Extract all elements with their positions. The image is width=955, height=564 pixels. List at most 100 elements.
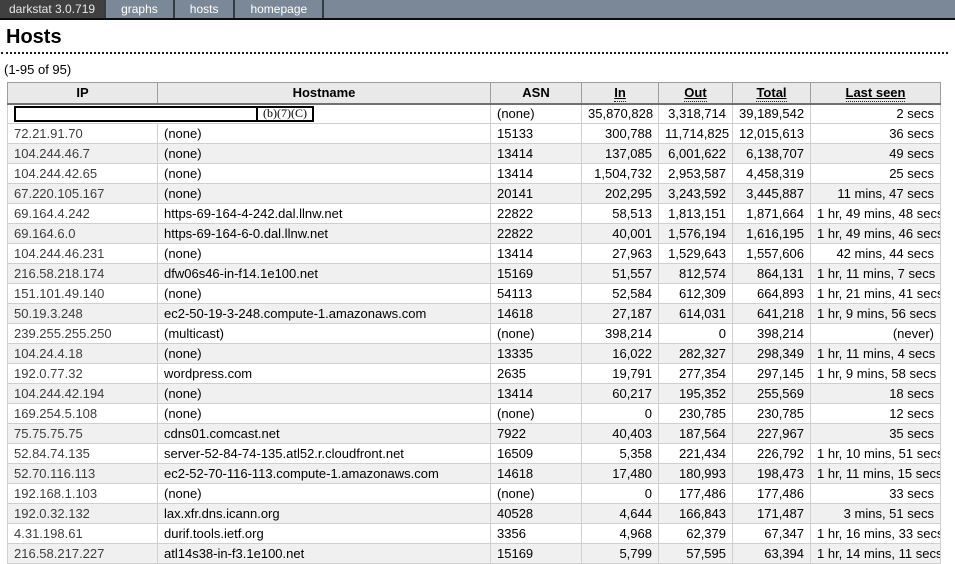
- total-cell: 3,445,887: [732, 183, 811, 204]
- in-cell: 60,217: [581, 383, 659, 404]
- nav-link-hosts[interactable]: hosts: [172, 0, 234, 18]
- asn-cell: (none): [490, 403, 582, 424]
- last-seen-cell: 42 mins, 44 secs: [810, 243, 941, 264]
- asn-cell: 15169: [490, 263, 582, 284]
- ip-cell: 169.254.5.108: [7, 403, 158, 424]
- last-seen-cell: 49 secs: [810, 143, 941, 164]
- total-cell: 226,792: [732, 443, 811, 464]
- hostname-cell: lax.xfr.dns.icann.org: [157, 503, 491, 524]
- out-cell: 0: [658, 323, 733, 344]
- hostname-cell: cdns01.comcast.net: [157, 423, 491, 444]
- table-row: 104.244.42.194 (none) 13414 60,217 195,352 25…: [7, 383, 941, 404]
- asn-cell: 54113: [490, 283, 582, 304]
- table-row: 169.254.5.108 (none) (none) 0 230,785 230,785…: [7, 403, 941, 424]
- last-seen-cell: 1 hr, 11 mins, 7 secs: [810, 263, 941, 284]
- in-cell: 27,187: [581, 303, 659, 324]
- hostname-cell: (none): [157, 143, 491, 164]
- sort-link-total[interactable]: Total: [756, 85, 787, 103]
- in-cell: 58,513: [581, 203, 659, 224]
- hostname-cell: https-69-164-6-0.dal.llnw.net: [157, 223, 491, 244]
- last-seen-cell: 35 secs: [810, 423, 941, 444]
- column-header-hostname: Hostname: [157, 82, 491, 105]
- last-seen-cell: 12 secs: [810, 403, 941, 424]
- hostname-cell: server-52-84-74-135.atl52.r.cloudfront.n…: [157, 443, 491, 464]
- hostname-cell: wordpress.com: [157, 363, 491, 384]
- last-seen-cell: 2 secs: [810, 103, 941, 124]
- table-row: 216.58.218.174 dfw06s46-in-f14.1e100.net 1…: [7, 263, 941, 284]
- hostname-cell: durif.tools.ietf.org: [157, 523, 491, 544]
- out-cell: 195,352: [658, 383, 733, 404]
- in-cell: 52,584: [581, 283, 659, 304]
- sort-link-in[interactable]: In: [614, 85, 626, 103]
- last-seen-cell: 1 hr, 11 mins, 4 secs: [810, 343, 941, 364]
- nav-link-homepage[interactable]: homepage: [233, 0, 325, 18]
- table-row: 52.84.74.135 server-52-84-74-135.atl52.r.…: [7, 443, 941, 464]
- table-row: (b)(7)(C) (none) 35,870,828 3,318,714 39,189…: [7, 103, 941, 124]
- hostname-cell: (none): [157, 383, 491, 404]
- asn-cell: 22822: [490, 203, 582, 224]
- asn-cell: 16509: [490, 443, 582, 464]
- out-cell: 282,327: [658, 343, 733, 364]
- ip-cell: 104.244.42.194: [7, 383, 158, 404]
- asn-cell: 40528: [490, 503, 582, 524]
- ip-cell: 216.58.217.227: [7, 543, 158, 564]
- ip-cell: 52.84.74.135: [7, 443, 158, 464]
- nav-link-graphs[interactable]: graphs: [104, 0, 173, 18]
- sort-link-last-seen[interactable]: Last seen: [845, 85, 906, 103]
- ip-cell: 104.244.46.7: [7, 143, 158, 164]
- last-seen-cell: 1 hr, 49 mins, 46 secs: [810, 223, 941, 244]
- hostname-cell: atl14s38-in-f3.1e100.net: [157, 543, 491, 564]
- ip-cell: 52.70.116.113: [7, 463, 158, 484]
- last-seen-cell: 1 hr, 9 mins, 56 secs: [810, 303, 941, 324]
- app-version-label: darkstat 3.0.719: [0, 0, 105, 18]
- out-cell: 277,354: [658, 363, 733, 384]
- in-cell: 51,557: [581, 263, 659, 284]
- asn-cell: 13335: [490, 343, 582, 364]
- in-cell: 40,001: [581, 223, 659, 244]
- out-cell: 57,595: [658, 543, 733, 564]
- redaction-exemption-label: (b)(7)(C): [256, 105, 314, 122]
- in-cell: 300,788: [581, 123, 659, 144]
- table-row: 50.19.3.248 ec2-50-19-3-248.compute-1.ama…: [7, 303, 941, 324]
- in-cell: 137,085: [581, 143, 659, 164]
- last-seen-cell: 1 hr, 10 mins, 51 secs: [810, 443, 941, 464]
- redaction-box: (b)(7)(C): [14, 105, 314, 122]
- table-row: 104.244.46.7 (none) 13414 137,085 6,001,622 6…: [7, 143, 941, 164]
- table-header-row: IP Hostname ASN In Out Total Last seen: [7, 82, 941, 105]
- last-seen-cell: 1 hr, 9 mins, 58 secs: [810, 363, 941, 384]
- total-cell: 297,145: [732, 363, 811, 384]
- ip-cell: 192.0.32.132: [7, 503, 158, 524]
- total-cell: 1,871,664: [732, 203, 811, 224]
- out-cell: 230,785: [658, 403, 733, 424]
- ip-cell: 72.21.91.70: [7, 123, 158, 144]
- last-seen-cell: 25 secs: [810, 163, 941, 184]
- hostname-cell: (none): [157, 403, 491, 424]
- table-row: 192.0.32.132 lax.xfr.dns.icann.org 40528 4,…: [7, 503, 941, 524]
- table-row: 192.0.77.32 wordpress.com 2635 19,791 277,35…: [7, 363, 941, 384]
- hostname-cell: (none): [157, 283, 491, 304]
- in-cell: 1,504,732: [581, 163, 659, 184]
- asn-cell: 14618: [490, 463, 582, 484]
- sort-link-out[interactable]: Out: [684, 85, 707, 103]
- total-cell: 177,486: [732, 483, 811, 504]
- ip-cell: 239.255.255.250: [7, 323, 158, 344]
- ip-cell: 216.58.218.174: [7, 263, 158, 284]
- total-cell: 227,967: [732, 423, 811, 444]
- ip-cell: 69.164.6.0: [7, 223, 158, 244]
- in-cell: 398,214: [581, 323, 659, 344]
- column-header-last-seen: Last seen: [810, 82, 941, 105]
- out-cell: 62,379: [658, 523, 733, 544]
- asn-cell: 14618: [490, 303, 582, 324]
- in-cell: 5,799: [581, 543, 659, 564]
- total-cell: 4,458,319: [732, 163, 811, 184]
- table-row: 239.255.255.250 (multicast) (none) 398,214 0…: [7, 323, 941, 344]
- in-cell: 40,403: [581, 423, 659, 444]
- table-row: 151.101.49.140 (none) 54113 52,584 612,309 66…: [7, 283, 941, 304]
- total-cell: 230,785: [732, 403, 811, 424]
- asn-cell: 15169: [490, 543, 582, 564]
- ip-cell: 104.244.46.231: [7, 243, 158, 264]
- hostname-cell: (none): [157, 163, 491, 184]
- ip-cell: 151.101.49.140: [7, 283, 158, 304]
- out-cell: 612,309: [658, 283, 733, 304]
- ip-cell: 192.168.1.103: [7, 483, 158, 504]
